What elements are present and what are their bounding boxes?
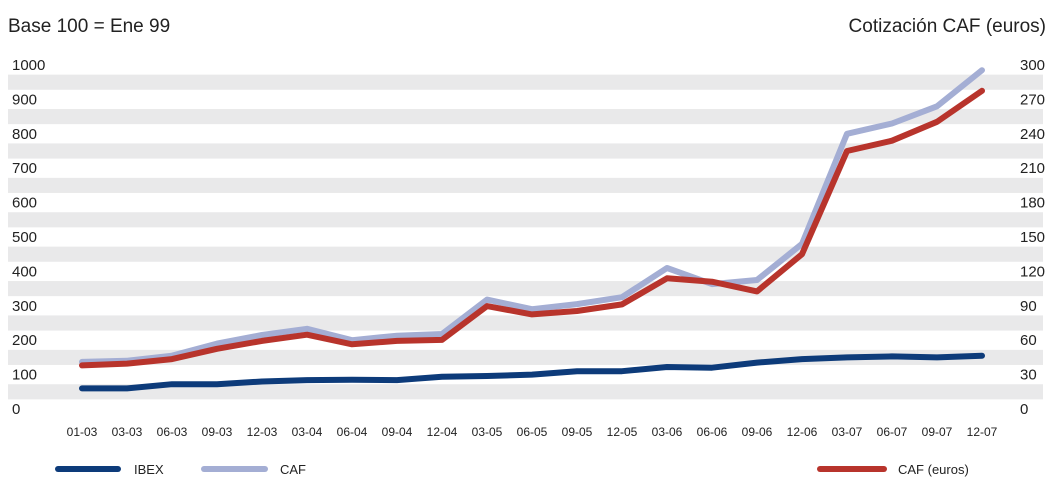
grid-band [8, 246, 1043, 262]
x-tick-label: 06-06 [697, 425, 728, 439]
x-tick-label: 06-04 [337, 425, 368, 439]
x-tick-label: 03-05 [472, 425, 503, 439]
left-tick-label: 1000 [12, 57, 45, 74]
left-tick-label: 700 [12, 160, 37, 177]
series-lines [79, 67, 985, 392]
right-tick-label: 30 [1020, 367, 1037, 384]
x-tick-label: 09-07 [922, 425, 953, 439]
x-tick-label: 12-07 [967, 425, 998, 439]
x-tick-label: 03-07 [832, 425, 863, 439]
right-y-axis-ticks: 0 30 60 90 120 150 180 210 240 270 300 [1020, 57, 1045, 418]
left-tick-label: 500 [12, 229, 37, 246]
x-tick-label: 12-06 [787, 425, 818, 439]
x-tick-label: 03-03 [112, 425, 143, 439]
legend-label-ibex: IBEX [134, 462, 164, 477]
x-tick-label: 12-03 [247, 425, 278, 439]
left-axis-title: Base 100 = Ene 99 [8, 16, 170, 37]
left-tick-label: 800 [12, 126, 37, 143]
grid-band [8, 109, 1043, 125]
legend-item-caf: CAF [201, 462, 306, 477]
legend-label-caf: CAF [280, 462, 306, 477]
legend-item-ibex: IBEX [55, 462, 164, 477]
left-tick-label: 400 [12, 263, 37, 280]
x-tick-label: 03-04 [292, 425, 323, 439]
right-tick-label: 90 [1020, 298, 1037, 315]
x-tick-label: 09-03 [202, 425, 233, 439]
x-tick-label: 12-05 [607, 425, 638, 439]
grid-band [8, 384, 1043, 400]
x-axis-ticks: 01-03 03-03 06-03 09-03 12-03 03-04 06-04 09-04… [67, 425, 998, 439]
right-tick-label: 0 [1020, 401, 1028, 418]
left-tick-label: 100 [12, 367, 37, 384]
right-tick-label: 120 [1020, 263, 1045, 280]
legend-label-caf-euros: CAF (euros) [898, 462, 969, 477]
left-y-axis-ticks: 0 100 200 300 400 500 600 700 800 900 1000 [12, 57, 45, 418]
right-tick-label: 60 [1020, 332, 1037, 349]
grid-band [8, 315, 1043, 331]
x-tick-label: 09-06 [742, 425, 773, 439]
x-tick-label: 06-07 [877, 425, 908, 439]
left-tick-label: 0 [12, 401, 20, 418]
x-tick-label: 09-05 [562, 425, 593, 439]
x-tick-label: 12-04 [427, 425, 458, 439]
grid-band [8, 212, 1043, 228]
right-tick-label: 240 [1020, 126, 1045, 143]
left-tick-label: 900 [12, 91, 37, 108]
legend: IBEX CAF CAF (euros) [55, 462, 969, 477]
right-tick-label: 300 [1020, 57, 1045, 74]
right-tick-label: 270 [1020, 91, 1045, 108]
right-tick-label: 150 [1020, 229, 1045, 246]
series-line-caf [79, 67, 985, 365]
left-tick-label: 200 [12, 332, 37, 349]
grid-band [8, 74, 1043, 90]
right-tick-label: 180 [1020, 195, 1045, 212]
grid-bands [8, 74, 1043, 400]
series-line-ibex [79, 352, 985, 392]
grid-band [8, 143, 1043, 159]
x-tick-label: 06-05 [517, 425, 548, 439]
grid-band [8, 177, 1043, 193]
x-tick-label: 03-06 [652, 425, 683, 439]
left-tick-label: 300 [12, 298, 37, 315]
grid-band [8, 281, 1043, 297]
right-tick-label: 210 [1020, 160, 1045, 177]
x-tick-label: 09-04 [382, 425, 413, 439]
left-tick-label: 600 [12, 195, 37, 212]
series-line-caf-euros [79, 87, 985, 369]
legend-item-caf-euros: CAF (euros) [817, 462, 969, 477]
x-tick-label: 06-03 [157, 425, 188, 439]
x-tick-label: 01-03 [67, 425, 98, 439]
right-axis-title: Cotización CAF (euros) [849, 16, 1046, 37]
